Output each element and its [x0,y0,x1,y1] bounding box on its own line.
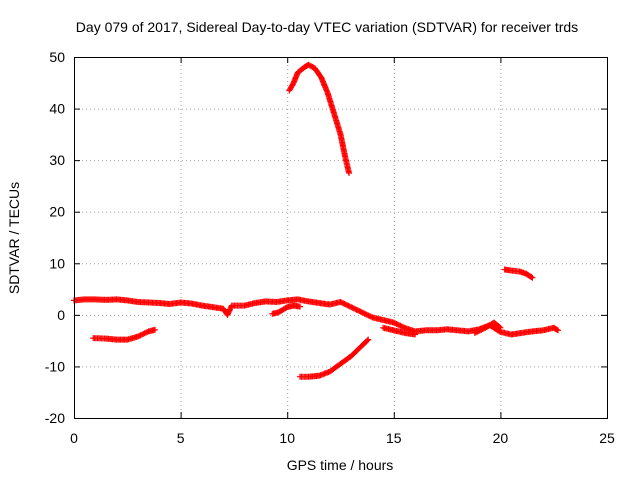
data-markers [286,61,352,176]
x-tick-label: 20 [493,430,509,446]
data-markers [380,324,419,338]
series-arc-high [286,61,352,176]
series-arc-low-rising [297,336,372,380]
plot-frame [74,57,608,419]
series-arc-low-early [90,326,158,343]
series-arc-cross-16h [380,324,419,338]
y-tick-label: -20 [45,410,65,426]
x-axis-label: GPS time / hours [287,457,394,473]
x-tick-label: 10 [279,430,295,446]
data-layer [71,61,561,380]
x-tick-label: 15 [386,430,402,446]
y-tick-label: 50 [49,49,65,65]
y-tick-label: 20 [49,204,65,220]
y-tick-label: 10 [49,255,65,271]
series-arc-dip-10h [269,302,303,317]
data-markers [471,319,504,336]
y-tick-label: 30 [49,152,65,168]
series-arc-cross-19h [471,319,504,336]
x-tick-label: 0 [70,430,78,446]
y-tick-label: 40 [49,101,65,117]
series-arc-short-20h [501,266,536,281]
grid [74,57,607,418]
data-markers [269,302,303,317]
y-tick-label: -10 [45,358,65,374]
data-markers [501,266,536,281]
y-tick-label: 0 [57,307,65,323]
x-tick-label: 25 [599,430,615,446]
axis-ticks: 0 5 10 15 20 25 -20 -10 0 10 20 30 40 50 [45,49,615,446]
chart-title: Day 079 of 2017, Sidereal Day-to-day VTE… [76,19,578,35]
data-markers [90,326,158,343]
y-axis-label: SDTVAR / TECUs [6,182,22,294]
data-markers [297,336,372,380]
x-tick-label: 5 [177,430,185,446]
